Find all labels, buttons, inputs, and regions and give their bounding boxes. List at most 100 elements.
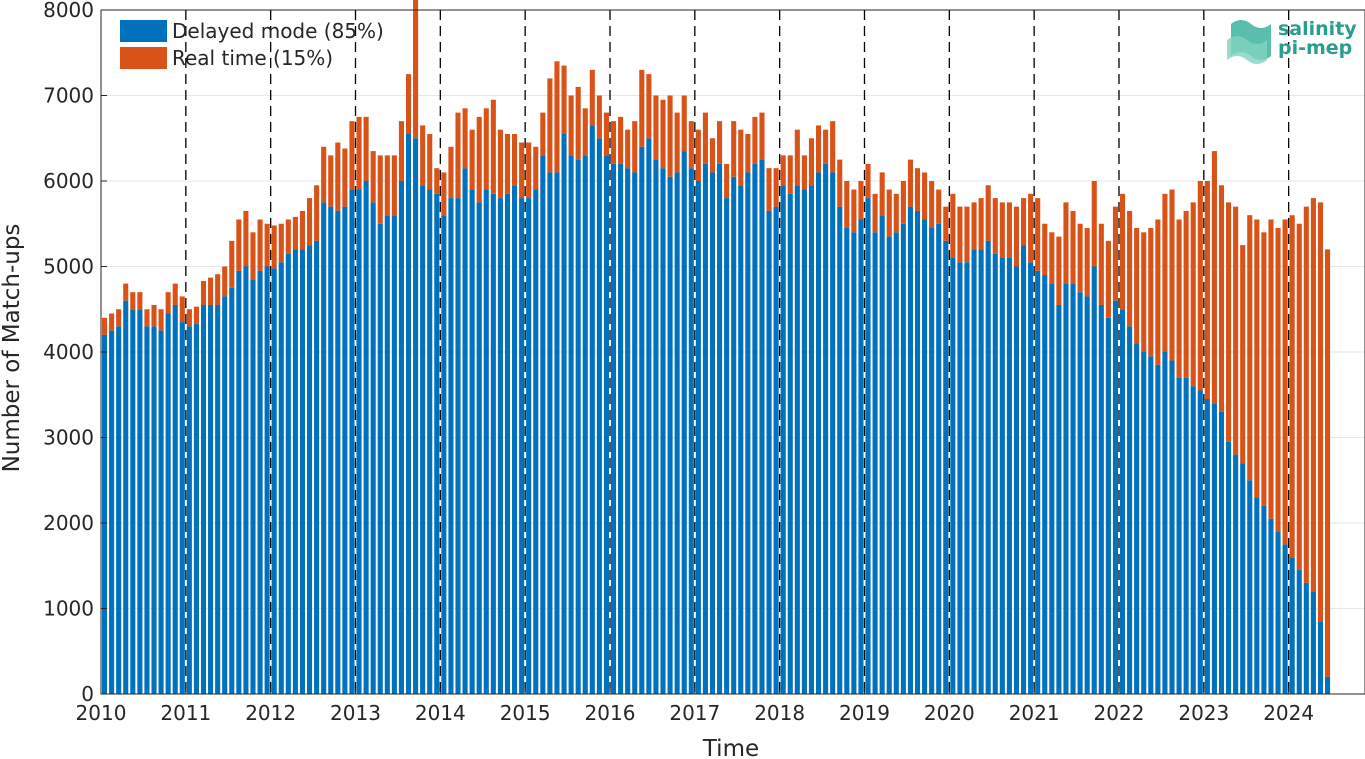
pimep-logo: salinity pi-mep (1227, 18, 1357, 64)
bar-real-time (943, 206, 949, 241)
y-tick-label: 8000 (43, 0, 94, 22)
bar-real-time (1119, 193, 1126, 310)
bar-delayed-mode (328, 206, 334, 694)
bar-delayed-mode (222, 296, 228, 694)
bar-real-time (653, 95, 659, 160)
bar-real-time (1310, 198, 1316, 592)
bar-real-time (1176, 219, 1182, 378)
bar-delayed-mode (999, 257, 1005, 694)
bar-real-time (391, 155, 397, 216)
bar-delayed-mode (1112, 300, 1118, 694)
bar-real-time (625, 129, 631, 169)
bar-real-time (116, 309, 122, 327)
bar-delayed-mode (314, 240, 320, 694)
bar-real-time (759, 112, 765, 160)
bar-real-time (123, 283, 129, 301)
bar-real-time (356, 116, 362, 190)
legend-swatch-realtime (120, 47, 167, 69)
bar-delayed-mode (1310, 591, 1316, 694)
bar-delayed-mode (299, 249, 306, 694)
bar-delayed-mode (1077, 292, 1083, 694)
bar-real-time (596, 95, 602, 139)
bar-delayed-mode (731, 176, 737, 695)
bar-delayed-mode (787, 193, 793, 694)
bar-real-time (547, 78, 553, 173)
bar-real-time (257, 219, 263, 271)
bar-delayed-mode (1148, 356, 1154, 694)
bar-delayed-mode (158, 330, 164, 695)
x-tick-label: 2011 (160, 701, 211, 725)
bar-delayed-mode (773, 206, 779, 694)
bar-delayed-mode (1028, 262, 1034, 694)
bar-delayed-mode (144, 326, 150, 694)
wave-logo-icon-accent (1227, 36, 1267, 64)
bar-delayed-mode (1190, 386, 1196, 694)
year-dividers (185, 10, 1290, 694)
bar-delayed-mode (1317, 621, 1324, 694)
bar-real-time (1028, 193, 1034, 263)
bar-real-time (858, 181, 864, 220)
bar-real-time (745, 133, 751, 173)
bar-delayed-mode (1211, 403, 1217, 694)
bar-delayed-mode (957, 262, 963, 694)
logo-text-salinity: salinity (1278, 18, 1357, 40)
bar-real-time (667, 95, 673, 177)
bar-real-time (1190, 202, 1196, 387)
bar-delayed-mode (490, 193, 496, 694)
bar-real-time (1204, 181, 1210, 400)
bar-real-time (1077, 223, 1083, 293)
bar-delayed-mode (1091, 266, 1097, 694)
bar-real-time (808, 138, 815, 186)
bar-delayed-mode (618, 163, 624, 694)
bar-real-time (307, 198, 313, 246)
bar-delayed-mode (101, 334, 108, 694)
bar-real-time (717, 121, 723, 164)
bar-delayed-mode (936, 223, 942, 694)
y-tick-label: 7000 (43, 84, 94, 108)
bar-real-time (702, 112, 708, 164)
bar-real-time (278, 223, 284, 263)
bar-real-time (420, 125, 426, 186)
y-tick-label: 2000 (43, 511, 94, 535)
bar-delayed-mode (448, 198, 454, 694)
bar-real-time (589, 69, 595, 126)
legend-label-realtime: Real time (15%) (172, 46, 333, 70)
bar-delayed-mode (1155, 364, 1161, 694)
y-tick-label: 0 (81, 682, 94, 706)
bar-real-time (568, 95, 574, 156)
bar-delayed-mode (653, 159, 659, 695)
bar-real-time (1268, 219, 1274, 519)
bar-delayed-mode (724, 198, 730, 694)
bar-real-time (405, 74, 412, 134)
bar-delayed-mode (738, 185, 744, 694)
y-tick-label: 3000 (43, 426, 94, 450)
bar-real-time (144, 309, 150, 327)
bar-real-time (773, 168, 779, 207)
bar-delayed-mode (1006, 257, 1012, 694)
bar-real-time (271, 225, 277, 269)
bar-delayed-mode (1296, 570, 1302, 694)
legend-label-delayed: Delayed mode (85%) (172, 19, 384, 43)
y-tick-label: 4000 (43, 340, 94, 364)
bar-real-time (1105, 240, 1111, 318)
bar-delayed-mode (872, 232, 878, 695)
bar-real-time (900, 181, 906, 224)
bar-real-time (1148, 228, 1154, 357)
bar-real-time (865, 163, 871, 199)
bar-real-time (1063, 202, 1069, 284)
x-tick-label: 2010 (76, 701, 127, 725)
bar-real-time (165, 292, 171, 314)
bar-delayed-mode (759, 159, 765, 695)
bar-real-time (314, 185, 320, 241)
bar-real-time (731, 121, 737, 177)
bar-real-time (130, 292, 136, 310)
bar-real-time (1218, 185, 1225, 412)
bar-delayed-mode (1169, 360, 1175, 694)
bar-delayed-mode (236, 270, 242, 694)
bar-real-time (922, 172, 928, 220)
bar-delayed-mode (1261, 505, 1267, 694)
bar-real-time (681, 95, 687, 152)
bar-delayed-mode (497, 198, 503, 694)
bar-delayed-mode (596, 138, 602, 694)
bar-real-time (101, 317, 108, 335)
